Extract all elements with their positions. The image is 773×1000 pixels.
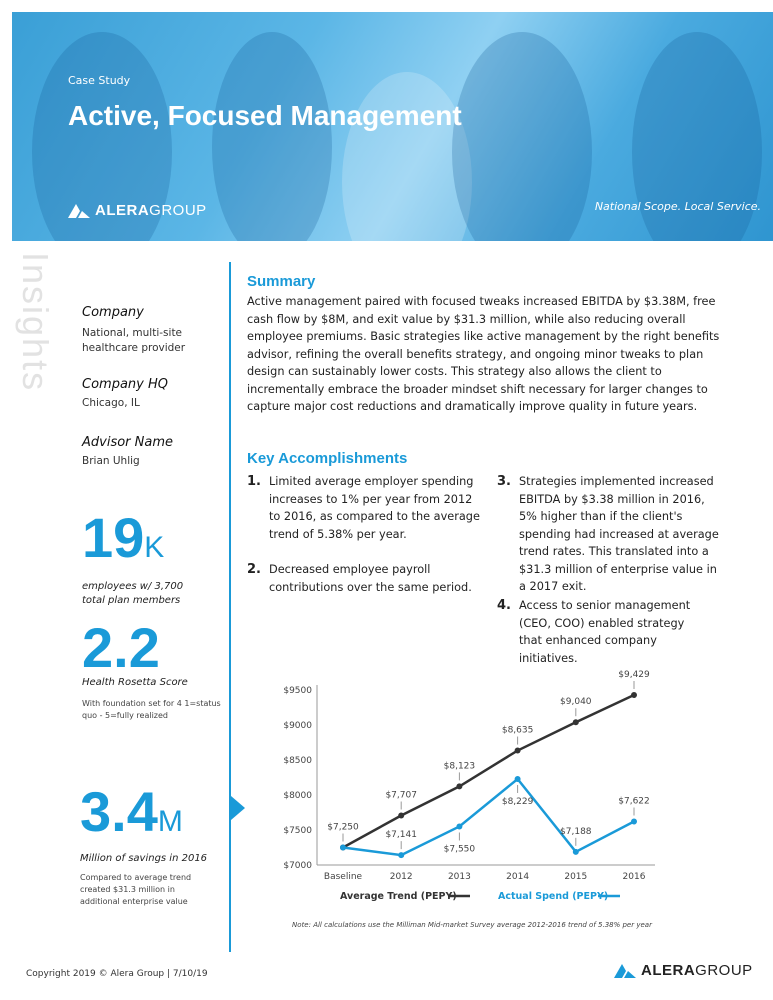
data-point — [398, 812, 405, 819]
stat-unit: K — [144, 531, 165, 564]
field-company: Company National, multi-site healthcare … — [82, 305, 222, 356]
data-label: $8,635 — [502, 726, 533, 736]
photo-person — [212, 32, 332, 241]
item-text: Decreased employee payroll contributions… — [269, 563, 472, 594]
accomplishment-item: 2. Decreased employee payroll contributio… — [247, 561, 487, 596]
page-title: Active, Focused Management — [68, 100, 462, 131]
item-number: 4. — [497, 598, 511, 613]
x-tick-label: 2013 — [448, 872, 471, 882]
photo-person — [32, 32, 172, 241]
tagline: National Scope. Local Service. — [594, 200, 761, 213]
data-label: $7,622 — [618, 796, 650, 806]
x-tick-label: Baseline — [324, 872, 363, 882]
x-tick-label: 2014 — [506, 872, 529, 882]
data-point — [572, 719, 579, 726]
stat-caption: Health Rosetta Score — [82, 677, 188, 688]
field-value: Chicago, IL — [82, 397, 140, 409]
chart-note: Note: All calculations use the Milliman … — [292, 921, 653, 929]
accomplishment-item: 1. Limited average employer spending incr… — [247, 473, 482, 543]
y-tick-label: $8500 — [283, 756, 312, 766]
data-point — [340, 844, 346, 851]
y-tick-label: $8000 — [283, 791, 312, 801]
x-tick-label: 2012 — [390, 872, 413, 882]
data-label: $7,141 — [385, 830, 417, 840]
data-point — [398, 852, 405, 859]
data-point — [456, 783, 463, 790]
field-label: Company — [82, 305, 144, 320]
insights-watermark: Insights — [15, 252, 56, 393]
photo-person — [342, 72, 472, 241]
field-advisor: Advisor Name Brian Uhlig — [82, 435, 222, 469]
data-point — [631, 818, 637, 825]
stat-unit: M — [157, 805, 183, 838]
divider-line — [229, 262, 231, 952]
item-number: 3. — [497, 474, 511, 489]
data-label: $7,188 — [560, 827, 592, 837]
y-tick-label: $9500 — [283, 686, 312, 696]
legend-label: Average Trend (PEPY) — [340, 891, 457, 902]
legend-label: Actual Spend (PEPY) — [498, 891, 608, 902]
field-label: Company HQ — [82, 377, 168, 392]
item-number: 2. — [247, 562, 261, 577]
footer-alera-logo: ALERAGROUP — [614, 962, 753, 979]
stat-number: 2.2 — [82, 616, 160, 679]
y-tick-label: $9000 — [283, 721, 312, 731]
summary-heading: Summary — [247, 273, 316, 290]
series-line — [342, 693, 635, 849]
data-label: $7,707 — [385, 791, 417, 801]
logo-mark-icon — [614, 963, 636, 978]
data-point — [572, 848, 579, 855]
stat-rosetta: 2.2 Health Rosetta Score With foundation… — [82, 620, 222, 722]
accomplishment-item: 3. Strategies implemented increased EBITD… — [497, 473, 722, 596]
stat-caption: employees w/ 3,700 total plan members — [82, 581, 184, 606]
item-text: Access to senior management (CEO, COO) e… — [519, 599, 691, 665]
data-label: $9,429 — [618, 670, 650, 680]
item-text: Limited average employer spending increa… — [269, 475, 480, 541]
item-number: 1. — [247, 474, 261, 489]
series-line — [342, 777, 635, 857]
stat-note: Compared to average trend created $31.3 … — [80, 873, 192, 906]
accomplishment-item: 4. Access to senior management (CEO, COO)… — [497, 597, 707, 667]
field-value: Brian Uhlig — [82, 455, 140, 467]
data-point — [514, 747, 521, 754]
data-label: $7,250 — [327, 823, 359, 833]
case-study-label: Case Study — [68, 74, 131, 87]
hero-banner: Case Study Active, Focused Management AL… — [12, 12, 773, 241]
data-point — [456, 823, 463, 830]
pointer-arrow-icon — [231, 796, 245, 820]
photo-person — [632, 32, 762, 241]
y-tick-label: $7500 — [283, 826, 312, 836]
data-point — [631, 691, 637, 698]
data-label: $9,040 — [560, 697, 592, 707]
spending-line-chart: $7000 $7500 $8000 $8500 $9000 $9500 Baseline 20… — [283, 670, 655, 929]
summary-text: Active management paired with focused tw… — [247, 295, 720, 413]
photo-person — [452, 32, 592, 241]
stat-number: 3.4 — [80, 780, 158, 843]
stat-note: With foundation set for 4 1=status quo -… — [82, 699, 221, 720]
data-label: $8,229 — [502, 797, 534, 807]
footer-copyright: Copyright 2019 © Alera Group | 7/10/19 — [26, 969, 208, 979]
x-tick-label: 2015 — [564, 872, 587, 882]
field-value: National, multi-site healthcare provider — [82, 327, 186, 354]
field-company-hq: Company HQ Chicago, IL — [82, 377, 222, 411]
x-tick-label: 2016 — [623, 872, 646, 882]
stat-number: 19 — [82, 506, 145, 569]
field-label: Advisor Name — [82, 435, 174, 450]
stat-caption: Million of savings in 2016 — [80, 853, 208, 864]
data-label: $8,123 — [444, 761, 476, 771]
item-text: Strategies implemented increased EBITDA … — [519, 475, 719, 593]
y-tick-label: $7000 — [283, 861, 312, 871]
data-point — [514, 775, 521, 782]
alera-logo: ALERAGROUP — [68, 202, 207, 219]
logo-mark-icon — [68, 203, 90, 218]
stat-employees: 19K employees w/ 3,700 total plan member… — [82, 510, 222, 608]
stat-savings: 3.4M Million of savings in 2016 Compared… — [80, 784, 220, 908]
data-label: $7,550 — [444, 845, 476, 855]
accomplishments-heading: Key Accomplishments — [247, 450, 408, 467]
